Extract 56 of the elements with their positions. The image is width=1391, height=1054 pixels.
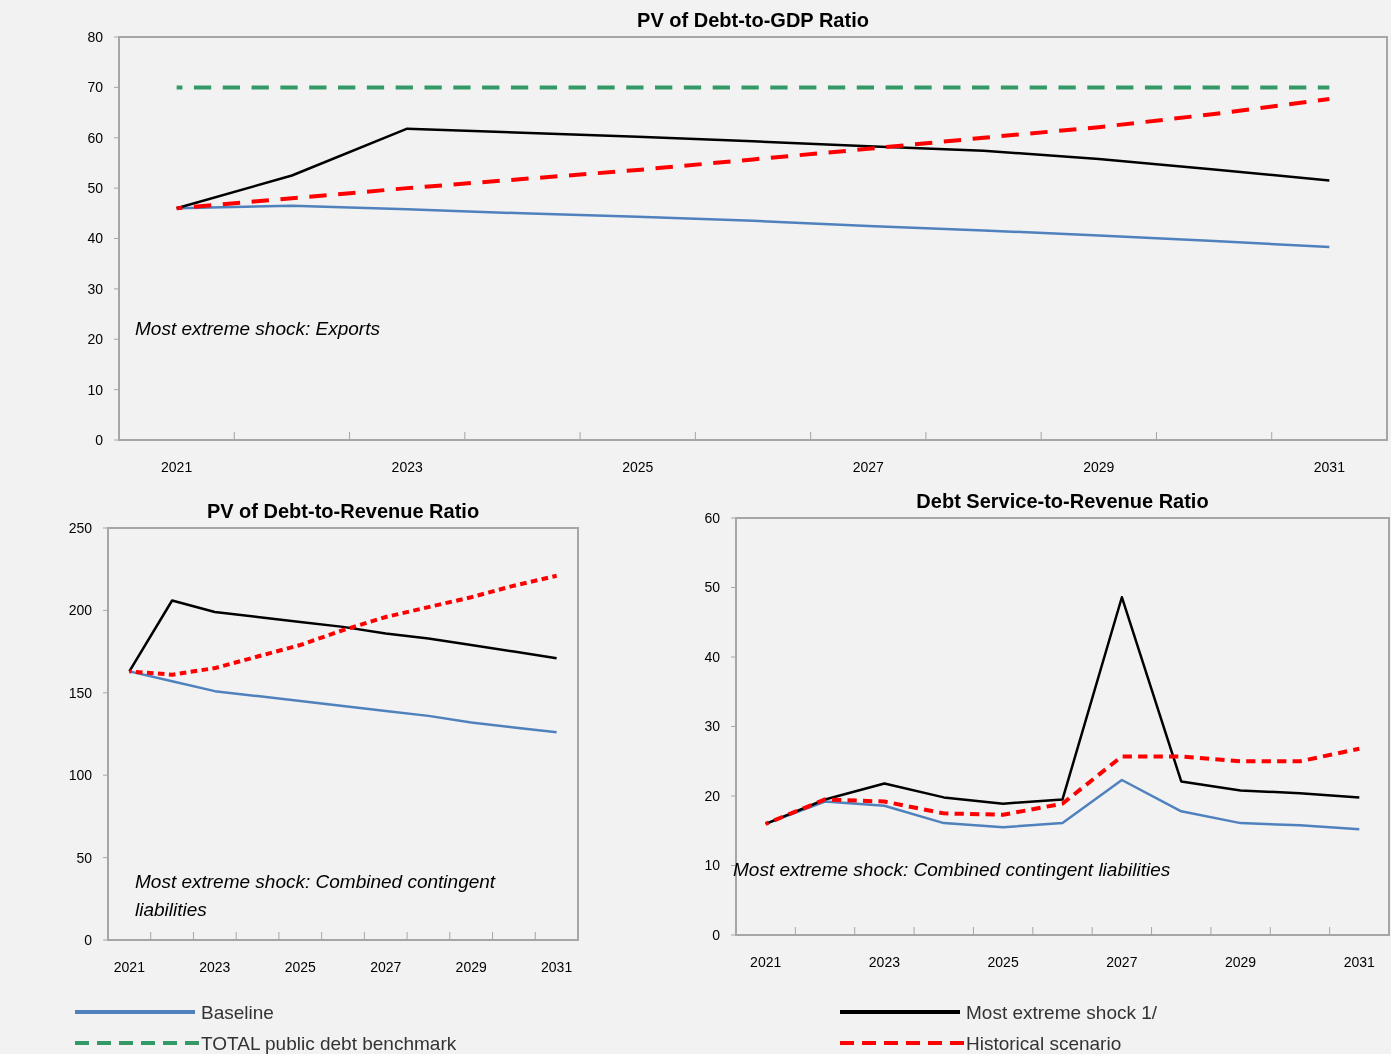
- x-tick-label: 2025: [987, 954, 1019, 970]
- x-tick-label: 2031: [1313, 459, 1346, 475]
- y-tick-label: 30: [704, 718, 721, 735]
- x-tick-label: 2023: [199, 959, 231, 975]
- y-tick-label: 20: [87, 331, 104, 348]
- y-tick-label: 20: [704, 787, 721, 804]
- y-tick-label: 60: [704, 509, 721, 526]
- line-series: [128, 599, 558, 673]
- line-series: [174, 96, 1332, 211]
- y-tick-label: 100: [68, 767, 93, 784]
- legend-label: Most extreme shock 1/: [966, 1001, 1158, 1023]
- legend-label: TOTAL public debt benchmark: [201, 1032, 457, 1054]
- y-tick-label: 250: [68, 519, 93, 536]
- annotation: Most extreme shock: Combined contingent liabilities: [733, 859, 1171, 880]
- y-tick-label: 30: [87, 280, 104, 297]
- y-tick-label: 60: [87, 129, 104, 146]
- y-tick-label: 0: [84, 931, 93, 948]
- y-tick-label: 80: [87, 28, 104, 45]
- line-series: [128, 670, 558, 734]
- x-tick-label: 2023: [391, 459, 423, 475]
- line-series: [763, 746, 1362, 826]
- x-tick-label: 2025: [284, 959, 317, 975]
- y-tick-label: 10: [704, 857, 721, 874]
- y-tick-label: 0: [712, 926, 721, 943]
- y-tick-label: 200: [68, 602, 93, 619]
- line-series: [175, 127, 1331, 210]
- x-tick-label: 2031: [1343, 954, 1376, 970]
- x-tick-label: 2029: [455, 959, 487, 975]
- x-tick-label: 2027: [852, 459, 885, 475]
- x-tick-label: 2021: [750, 954, 782, 970]
- x-tick-label: 2025: [622, 459, 654, 475]
- y-tick-label: 0: [95, 431, 104, 448]
- x-tick-label: 2029: [1225, 954, 1257, 970]
- y-tick-label: 50: [704, 579, 721, 596]
- x-tick-label: 2027: [370, 959, 402, 975]
- x-tick-label: 2027: [1106, 954, 1138, 970]
- y-tick-label: 50: [76, 849, 93, 866]
- x-tick-label: 2031: [541, 959, 573, 975]
- y-tick-label: 10: [87, 381, 104, 398]
- legend-label: Historical scenario: [966, 1032, 1122, 1054]
- legend-label: Baseline: [201, 1001, 274, 1023]
- x-tick-label: 2021: [113, 959, 146, 975]
- x-tick-label: 2029: [1083, 459, 1115, 475]
- annotation: Most extreme shock: Combined contingent liabilities: [135, 871, 496, 920]
- chart-title: Debt Service-to-Revenue Ratio: [916, 490, 1209, 512]
- y-tick-label: 150: [68, 684, 93, 701]
- chart-title: PV of Debt-to-Revenue Ratio: [206, 500, 480, 522]
- y-tick-label: 70: [87, 79, 104, 96]
- y-tick-label: 40: [704, 648, 721, 665]
- line-series: [127, 573, 559, 677]
- x-tick-label: 2021: [161, 459, 193, 475]
- annotation: Most extreme shock: Exports: [135, 318, 381, 339]
- chart-title: PV of Debt-to-GDP Ratio: [637, 9, 869, 31]
- y-tick-label: 50: [87, 180, 104, 197]
- y-tick-label: 40: [87, 230, 104, 247]
- x-tick-label: 2023: [868, 954, 901, 970]
